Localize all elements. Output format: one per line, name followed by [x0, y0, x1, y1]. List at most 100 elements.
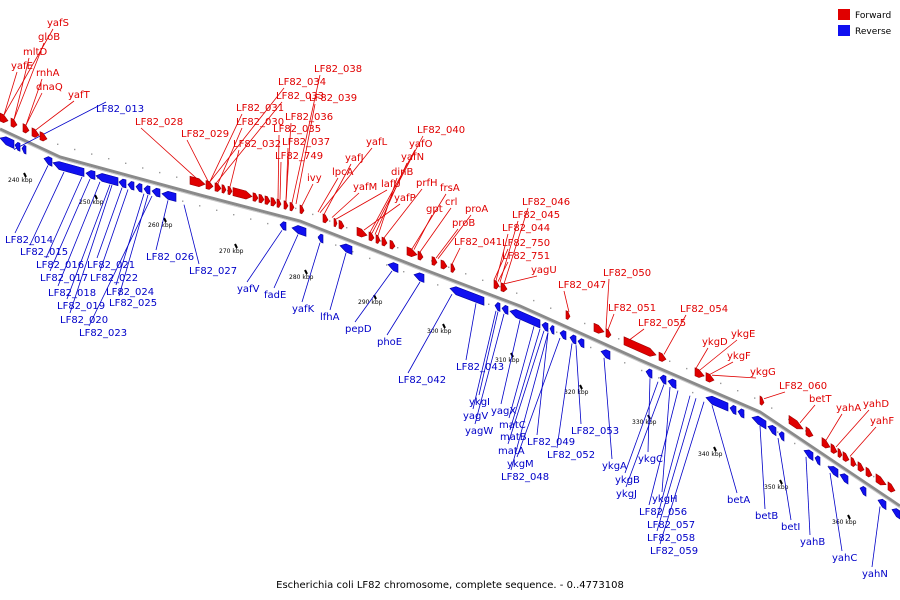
- forward-gene-label[interactable]: LF82_033: [276, 91, 324, 102]
- forward-gene[interactable]: [356, 226, 368, 238]
- reverse-gene[interactable]: [559, 330, 567, 341]
- forward-gene-label[interactable]: LF82_044: [502, 223, 550, 234]
- reverse-gene-label[interactable]: LF82_026: [146, 252, 194, 263]
- forward-gene-label[interactable]: crl: [445, 197, 457, 208]
- forward-gene[interactable]: [493, 279, 500, 290]
- reverse-gene[interactable]: [509, 309, 541, 329]
- reverse-gene[interactable]: [413, 272, 425, 283]
- reverse-gene-label[interactable]: betB: [755, 511, 778, 522]
- forward-gene[interactable]: [837, 447, 843, 458]
- forward-gene-label[interactable]: prfH: [416, 178, 438, 189]
- forward-gene[interactable]: [22, 123, 30, 134]
- forward-gene-label[interactable]: ykgD: [702, 337, 728, 348]
- forward-gene[interactable]: [842, 451, 850, 462]
- forward-gene-label[interactable]: yafT: [68, 90, 91, 101]
- forward-gene[interactable]: [283, 200, 289, 210]
- forward-gene[interactable]: [450, 263, 456, 273]
- forward-gene-label[interactable]: LF82_751: [502, 251, 550, 262]
- reverse-gene-label[interactable]: LF82_015: [20, 247, 68, 258]
- reverse-gene-label[interactable]: LF82_019: [57, 301, 105, 312]
- reverse-gene-label[interactable]: yahN: [862, 569, 888, 580]
- forward-gene-label[interactable]: LF82_039: [309, 93, 357, 104]
- reverse-gene-label[interactable]: LF82_025: [109, 298, 157, 309]
- forward-gene-label[interactable]: yahD: [863, 399, 889, 410]
- forward-gene[interactable]: [276, 198, 282, 208]
- forward-gene-label[interactable]: yafL: [366, 137, 388, 148]
- reverse-gene-label[interactable]: matB: [500, 432, 527, 443]
- forward-gene-label[interactable]: LF82_040: [417, 125, 465, 136]
- reverse-gene-label[interactable]: ykgM: [507, 459, 534, 470]
- forward-gene-label[interactable]: yafS: [47, 18, 69, 29]
- reverse-gene[interactable]: [135, 183, 143, 193]
- reverse-gene[interactable]: [803, 449, 814, 462]
- forward-gene-label[interactable]: gpt: [426, 204, 443, 215]
- forward-gene-label[interactable]: LF82_046: [522, 197, 570, 208]
- reverse-gene[interactable]: [317, 233, 324, 244]
- reverse-gene-label[interactable]: LF82_043: [456, 362, 504, 373]
- reverse-gene[interactable]: [549, 325, 555, 335]
- reverse-gene-label[interactable]: LF82_052: [547, 450, 595, 461]
- reverse-gene[interactable]: [600, 349, 611, 360]
- reverse-gene-label[interactable]: LF82_024: [106, 287, 154, 298]
- reverse-gene-label[interactable]: LF82_027: [189, 266, 237, 277]
- forward-gene[interactable]: [694, 367, 705, 378]
- reverse-gene-label[interactable]: yahC: [832, 553, 857, 564]
- reverse-gene-label[interactable]: betI: [781, 522, 800, 533]
- forward-gene-label[interactable]: LF82_060: [779, 381, 827, 392]
- reverse-gene[interactable]: [118, 178, 127, 189]
- forward-gene-label[interactable]: lafU: [381, 179, 401, 190]
- forward-gene-label[interactable]: ykgE: [731, 329, 755, 340]
- reverse-gene-label[interactable]: ykgC: [638, 454, 663, 465]
- forward-gene[interactable]: [10, 117, 18, 128]
- forward-gene[interactable]: [875, 473, 887, 486]
- forward-gene[interactable]: [857, 461, 865, 472]
- forward-gene[interactable]: [440, 259, 448, 270]
- forward-gene[interactable]: [322, 213, 329, 224]
- forward-gene[interactable]: [417, 250, 424, 261]
- reverse-gene-label[interactable]: matA: [498, 446, 525, 457]
- reverse-gene[interactable]: [151, 187, 161, 198]
- reverse-gene[interactable]: [291, 225, 307, 237]
- forward-gene[interactable]: [214, 182, 222, 192]
- forward-gene-label[interactable]: yafN: [401, 152, 424, 163]
- forward-gene[interactable]: [232, 187, 253, 200]
- forward-gene[interactable]: [221, 184, 227, 194]
- forward-gene-label[interactable]: betT: [809, 394, 832, 405]
- forward-gene-label[interactable]: LF82_051: [608, 303, 656, 314]
- reverse-gene[interactable]: [43, 156, 53, 167]
- reverse-gene[interactable]: [143, 185, 151, 195]
- forward-gene[interactable]: [333, 217, 338, 228]
- reverse-gene[interactable]: [729, 405, 737, 416]
- reverse-gene[interactable]: [839, 473, 849, 485]
- reverse-gene-label[interactable]: yagV: [463, 411, 488, 422]
- forward-gene-label[interactable]: LF82_055: [638, 318, 686, 329]
- reverse-gene-label[interactable]: LF82_018: [48, 288, 96, 299]
- reverse-gene[interactable]: [667, 378, 677, 390]
- forward-gene[interactable]: [368, 231, 375, 242]
- forward-gene-label[interactable]: proA: [465, 204, 488, 215]
- reverse-gene-label[interactable]: matC: [499, 420, 526, 431]
- forward-gene[interactable]: [759, 395, 765, 406]
- forward-gene[interactable]: [705, 372, 715, 383]
- forward-gene-label[interactable]: yafO: [409, 139, 433, 150]
- forward-gene[interactable]: [0, 112, 9, 124]
- forward-gene[interactable]: [258, 193, 265, 204]
- reverse-gene[interactable]: [0, 136, 15, 149]
- forward-gene-label[interactable]: dnaQ: [36, 82, 63, 93]
- forward-gene[interactable]: [788, 414, 804, 430]
- reverse-gene[interactable]: [541, 322, 549, 333]
- forward-gene-label[interactable]: LF82_035: [273, 124, 321, 135]
- forward-gene-label[interactable]: LF82_750: [502, 238, 550, 249]
- reverse-gene-label[interactable]: LF82_059: [650, 546, 698, 557]
- reverse-gene-label[interactable]: LF82_022: [90, 273, 138, 284]
- forward-gene-label[interactable]: yagU: [531, 265, 557, 276]
- reverse-gene-label[interactable]: LF82_058: [647, 533, 695, 544]
- reverse-gene[interactable]: [859, 486, 867, 497]
- forward-gene-label[interactable]: LF82_749: [275, 151, 323, 162]
- forward-gene[interactable]: [338, 219, 345, 230]
- reverse-gene[interactable]: [494, 302, 501, 312]
- reverse-gene[interactable]: [449, 286, 485, 306]
- reverse-gene[interactable]: [95, 173, 119, 187]
- forward-gene[interactable]: [205, 180, 214, 190]
- reverse-gene-label[interactable]: fadE: [264, 290, 286, 301]
